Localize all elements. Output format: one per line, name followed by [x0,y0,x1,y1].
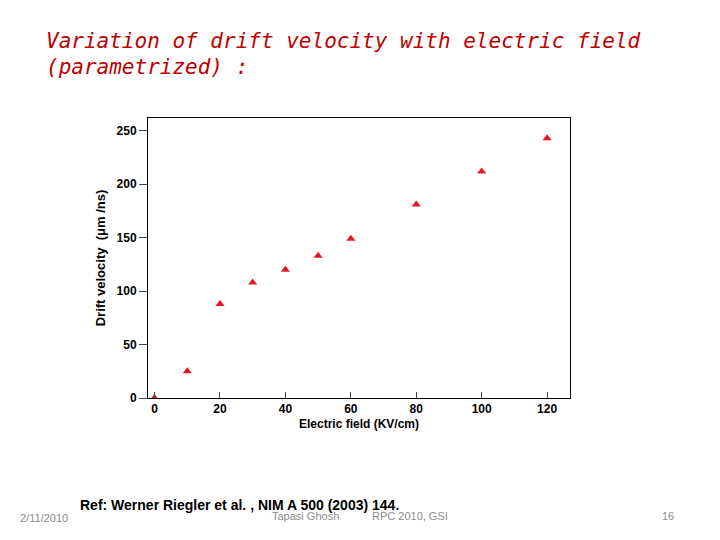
svg-text:40: 40 [279,402,293,416]
svg-text:Drift velocity (μm /ns): Drift velocity (μm /ns) [93,190,108,327]
svg-text:20: 20 [213,402,227,416]
svg-text:150: 150 [117,231,137,245]
svg-text:0: 0 [151,402,158,416]
svg-text:80: 80 [410,402,424,416]
svg-text:120: 120 [537,402,557,416]
html-text:(parametrized) :: (parametrized) : [46,55,249,79]
html-text:16: 16 [662,510,675,522]
html-text:Ref: Werner Riegler et al. , N: Ref: Werner Riegler et al. , NIM A 500 (… [80,497,400,513]
html-text:RPC 2010, GSI: RPC 2010, GSI [372,510,448,522]
html-text:Variation of drift velocity wi: Variation of drift velocity with electri… [46,29,641,53]
svg-text:100: 100 [117,284,137,298]
svg-text:100: 100 [472,402,492,416]
svg-text:250: 250 [117,124,137,138]
svg-text:200: 200 [117,177,137,191]
svg-text:Electric field (KV/cm): Electric field (KV/cm) [299,417,419,431]
html-text:2/11/2010: 2/11/2010 [20,512,69,524]
html-text:Tapasi Ghosh: Tapasi Ghosh [272,510,340,522]
svg-text:60: 60 [344,402,358,416]
svg-text:0: 0 [130,391,137,405]
svg-text:50: 50 [123,338,137,352]
